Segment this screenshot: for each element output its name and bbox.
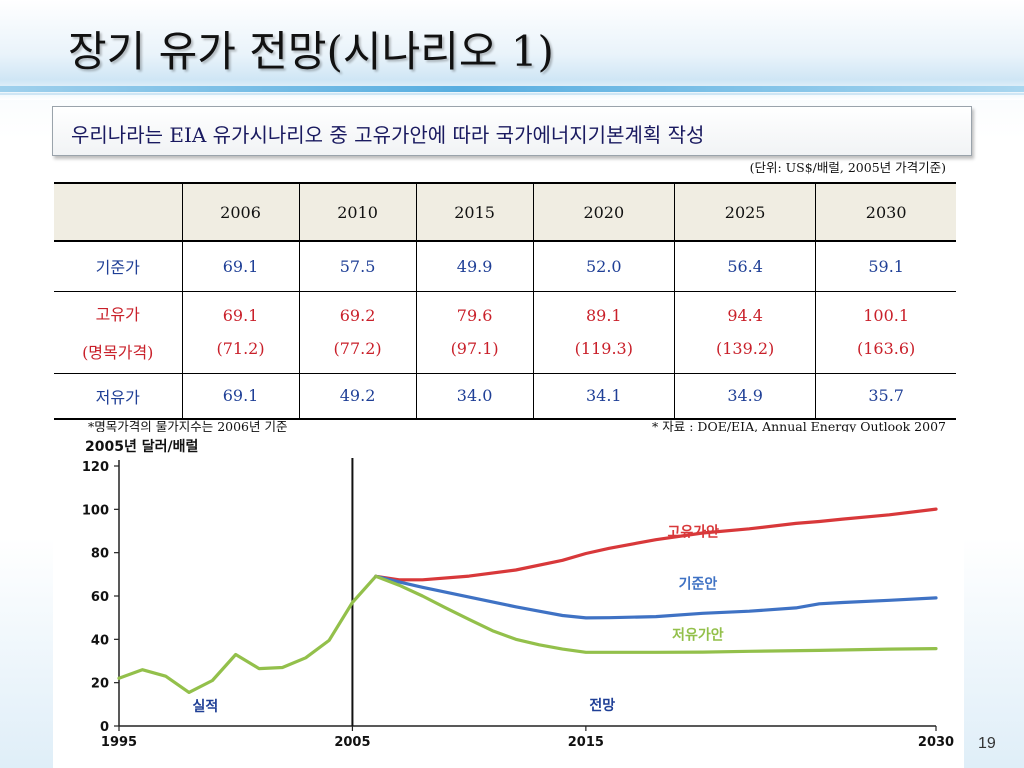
row-label: 고유가 (명목가격) [54, 291, 182, 374]
history-line [117, 574, 378, 694]
high-price-label: 고유가안 [667, 523, 719, 540]
base-price-label: 기준안 [679, 575, 718, 592]
nominal-value: (163.6) [857, 339, 916, 358]
high-price-line [374, 507, 938, 582]
real-value: 69.2 [339, 306, 376, 325]
table-cell: 52.0 [532, 241, 675, 292]
table-cell: 89.1 (119.3) [532, 291, 675, 374]
row-label-main: 고유가 [95, 305, 140, 324]
y-tick-label: 120 [82, 460, 109, 475]
row-label: 저유가 [54, 373, 182, 420]
real-value: 89.1 [585, 306, 622, 325]
table-cell: 49.2 [298, 373, 417, 420]
low-price-label: 저유가안 [672, 626, 724, 643]
table-cell: 100.1 (163.6) [815, 291, 956, 374]
oil-price-chart: 2005년 달러/배럴 0 20 40 60 80 100 120 1995 2005 2015 20… [82, 439, 954, 750]
row-label: 기준가 [54, 241, 182, 292]
nominal-value: (97.1) [450, 339, 499, 358]
table-header-row: 2006 2010 2015 2020 2025 2030 [54, 182, 956, 242]
y-tick-label: 40 [91, 633, 109, 648]
table-cell: 59.1 [815, 241, 956, 292]
oil-price-table: 2006 2010 2015 2020 2025 2030 기준가 69.1 5… [54, 182, 956, 420]
table-cell: 69.1 (71.2) [181, 291, 300, 374]
x-tick-label: 2015 [568, 735, 604, 750]
y-tick-label: 60 [91, 590, 109, 605]
year-header: 2030 [815, 182, 956, 242]
table-cell: 49.9 [415, 241, 534, 292]
chart-title: 2005년 달러/배럴 [85, 439, 198, 455]
table-row-base: 기준가 69.1 57.5 49.9 52.0 56.4 59.1 [54, 241, 956, 292]
table-cell: 69.1 [181, 241, 300, 292]
nominal-value: (139.2) [715, 339, 775, 358]
table-row-high: 고유가 (명목가격) 69.1 (71.2) 69.2 (77.2) 79.6 (97.… [54, 291, 956, 374]
page-number: 19 [978, 735, 996, 752]
table-cell: 34.9 [673, 373, 816, 420]
table-cell: 79.6 (97.1) [415, 291, 534, 374]
table-cell: 69.2 (77.2) [298, 291, 417, 374]
y-tick-label: 100 [82, 503, 109, 518]
real-value: 79.6 [456, 306, 493, 325]
y-tick-label: 20 [91, 677, 109, 692]
table-cell: 34.1 [532, 373, 675, 420]
table-cell: 34.0 [415, 373, 534, 420]
header-stripe [0, 86, 1024, 92]
low-price-line [374, 574, 938, 654]
region-label-actual: 실적 [192, 698, 218, 715]
real-value: 94.4 [727, 306, 763, 325]
table-cell: 35.7 [815, 373, 956, 420]
footnote-nominal: *명목가격의 물가지수는 2006년 기준 [88, 419, 288, 434]
table-cell: 69.1 [181, 373, 300, 420]
base-price-line [374, 574, 938, 620]
region-label-forecast: 전망 [589, 697, 615, 714]
unit-note: (단위: US$/배럴, 2005년 가격기준) [749, 160, 946, 175]
table-cell: 56.4 [673, 241, 816, 292]
year-header: 2025 [673, 182, 816, 242]
slide-title: 장기 유가 전망(시나리오 1) [68, 27, 554, 76]
table-cell: 94.4 (139.2) [673, 291, 816, 374]
year-header: 2020 [532, 182, 675, 242]
row-label-nominal: (명목가격) [82, 343, 154, 362]
chart-panel: 2005년 달러/배럴 0 20 40 60 80 100 120 1995 2005 2015 20… [53, 432, 964, 768]
subtitle-box: 우리나라는 EIA 유가시나리오 중 고유가안에 따라 국가에너지기본계획 작성 [52, 106, 972, 156]
year-header: 2015 [415, 182, 534, 242]
y-tick-label: 0 [100, 720, 109, 735]
nominal-value: (77.2) [333, 339, 382, 358]
header-band [0, 0, 1024, 100]
nominal-value: (71.2) [216, 339, 265, 358]
y-tick-label: 80 [91, 547, 109, 562]
year-header: 2010 [298, 182, 417, 242]
year-header: 2006 [181, 182, 300, 242]
subtitle-text: 우리나라는 EIA 유가시나리오 중 고유가안에 따라 국가에너지기본계획 작성 [71, 123, 705, 147]
footnote-source: * 자료 : DOE/EIA, Annual Energy Outlook 20… [652, 419, 946, 434]
table-cell: 57.5 [298, 241, 417, 292]
header-stripe-thin [0, 93, 1024, 95]
x-tick-label: 2005 [334, 735, 370, 750]
real-value: 100.1 [863, 306, 910, 325]
x-tick-label: 2030 [918, 735, 954, 750]
x-tick-label: 1995 [101, 735, 137, 750]
real-value: 69.1 [222, 306, 259, 325]
table-row-low: 저유가 69.1 49.2 34.0 34.1 34.9 35.7 [54, 373, 956, 420]
nominal-value: (119.3) [574, 339, 633, 358]
table-corner-cell [54, 182, 182, 242]
